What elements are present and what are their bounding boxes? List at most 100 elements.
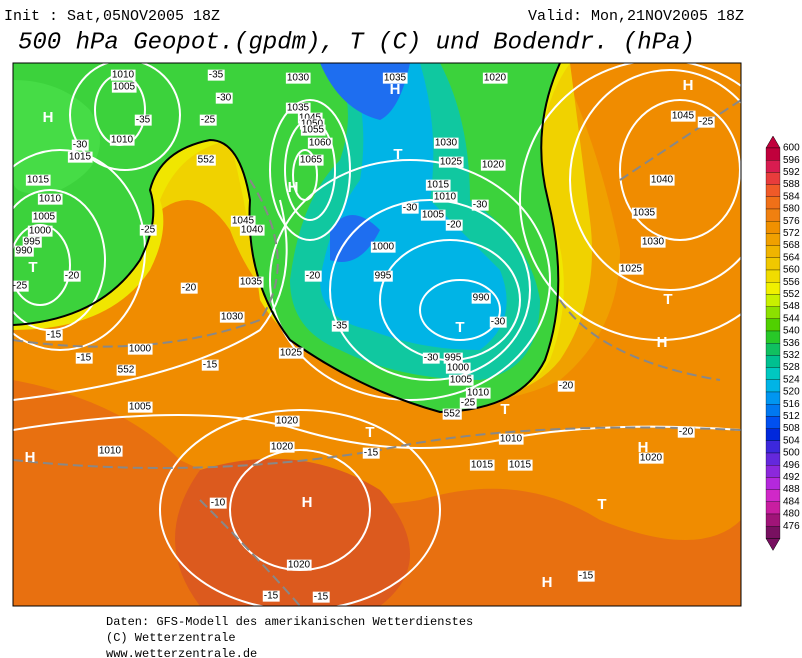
isobar-label: 1015 xyxy=(427,180,450,191)
isobar-label: 1035 xyxy=(240,277,263,288)
isobar-label: 1030 xyxy=(435,138,458,149)
temperature-label: -30 xyxy=(491,317,506,328)
colorbar-cell xyxy=(766,282,780,294)
temperature-label: -25 xyxy=(461,398,476,409)
colorbar-label: 508 xyxy=(783,423,800,434)
isobar-label: 1020 xyxy=(640,453,663,464)
isobar-label: 1000 xyxy=(372,242,395,253)
page: Init : Sat,05NOV2005 18Z Valid: Mon,21NO… xyxy=(0,0,802,658)
pressure-center: T xyxy=(28,259,37,276)
isobar-label: 1010 xyxy=(500,434,523,445)
temperature-label: -15 xyxy=(579,571,594,582)
colorbar-label: 496 xyxy=(783,460,800,471)
pressure-center: T xyxy=(597,496,606,513)
pressure-center: H xyxy=(542,574,553,591)
colorbar-label: 516 xyxy=(783,399,800,410)
colorbar-label: 564 xyxy=(783,252,800,263)
colorbar-cell xyxy=(766,392,780,404)
isobar-label: 1055 xyxy=(302,125,325,136)
colorbar-label: 528 xyxy=(783,362,800,373)
temperature-label: -30 xyxy=(403,203,418,214)
pressure-center: T xyxy=(393,146,402,163)
colorbar-cell xyxy=(766,502,780,514)
isobar-label: 1010 xyxy=(112,70,135,81)
temperature-label: -15 xyxy=(264,591,279,602)
colorbar-cell xyxy=(766,416,780,428)
colorbar-cell xyxy=(766,221,780,233)
temperature-label: -15 xyxy=(364,448,379,459)
isobar-label: 1020 xyxy=(276,416,299,427)
colorbar-cell xyxy=(766,331,780,343)
height-label: 552 xyxy=(118,365,135,376)
temperature-label: -30 xyxy=(73,140,88,151)
temperature-label: -20 xyxy=(306,271,321,282)
isobar-label: 1005 xyxy=(422,210,445,221)
isobar-label: 1040 xyxy=(651,175,674,186)
colorbar-label: 480 xyxy=(783,509,800,520)
height-label: 552 xyxy=(198,155,215,166)
pressure-center: T xyxy=(365,424,374,441)
temperature-label: -25 xyxy=(141,225,156,236)
temperature-label: -15 xyxy=(203,360,218,371)
height-label: 552 xyxy=(444,409,461,420)
isobar-label: 1005 xyxy=(450,375,473,386)
colorbar-label: 592 xyxy=(783,167,800,178)
temperature-label: -20 xyxy=(559,381,574,392)
colorbar-label: 560 xyxy=(783,265,800,276)
colorbar: 6005965925885845805765725685645605565525… xyxy=(766,136,800,550)
colorbar-cell xyxy=(766,490,780,502)
colorbar-label: 544 xyxy=(783,313,800,324)
colorbar-cell xyxy=(766,270,780,282)
colorbar-cell xyxy=(766,148,780,160)
colorbar-cell xyxy=(766,294,780,306)
colorbar-cell xyxy=(766,319,780,331)
colorbar-cell xyxy=(766,526,780,538)
isobar-label: 1020 xyxy=(271,442,294,453)
isobar-label: 1045 xyxy=(672,111,695,122)
isobar-label: 1020 xyxy=(482,160,505,171)
colorbar-label: 504 xyxy=(783,435,800,446)
colorbar-label: 576 xyxy=(783,216,800,227)
colorbar-label: 532 xyxy=(783,350,800,361)
isobar-label: 1030 xyxy=(642,237,665,248)
isobar-label: 1015 xyxy=(509,460,532,471)
isobar-label: 1010 xyxy=(434,192,457,203)
isobar-label: 1035 xyxy=(384,73,407,84)
temperature-label: -20 xyxy=(679,427,694,438)
pressure-center: T xyxy=(663,291,672,308)
footer-line: (C) Wetterzentrale xyxy=(106,631,236,645)
colorbar-label: 512 xyxy=(783,411,800,422)
colorbar-label: 596 xyxy=(783,155,800,166)
temperature-label: -20 xyxy=(447,220,462,231)
isobar-label: 1060 xyxy=(309,138,332,149)
colorbar-cell xyxy=(766,307,780,319)
colorbar-tip xyxy=(766,136,780,148)
colorbar-cell xyxy=(766,197,780,209)
pressure-center: H xyxy=(657,334,668,351)
temperature-label: -25 xyxy=(699,117,714,128)
colorbar-cell xyxy=(766,453,780,465)
colorbar-label: 568 xyxy=(783,240,800,251)
colorbar-label: 556 xyxy=(783,277,800,288)
temperature-label: -30 xyxy=(217,93,232,104)
colorbar-cell xyxy=(766,355,780,367)
isobar-label: 1000 xyxy=(29,226,52,237)
colorbar-label: 584 xyxy=(783,191,800,202)
temperature-label: -30 xyxy=(424,353,439,364)
temperature-label: -20 xyxy=(182,283,197,294)
isobar-label: 1005 xyxy=(33,212,56,223)
pressure-center: H xyxy=(43,109,54,126)
isobar-label: 1025 xyxy=(280,348,303,359)
pressure-center: H xyxy=(25,449,36,466)
colorbar-tip xyxy=(766,538,780,550)
colorbar-cell xyxy=(766,404,780,416)
isobar-label: 1000 xyxy=(447,363,470,374)
colorbar-cell xyxy=(766,514,780,526)
isobar-label: 1005 xyxy=(113,82,136,93)
footer-line: Daten: GFS-Modell des amerikanischen Wet… xyxy=(106,615,473,629)
colorbar-cell xyxy=(766,160,780,172)
pressure-center: T xyxy=(500,401,509,418)
colorbar-cell xyxy=(766,429,780,441)
pressure-center: H xyxy=(683,77,694,94)
isobar-label: 1020 xyxy=(484,73,507,84)
